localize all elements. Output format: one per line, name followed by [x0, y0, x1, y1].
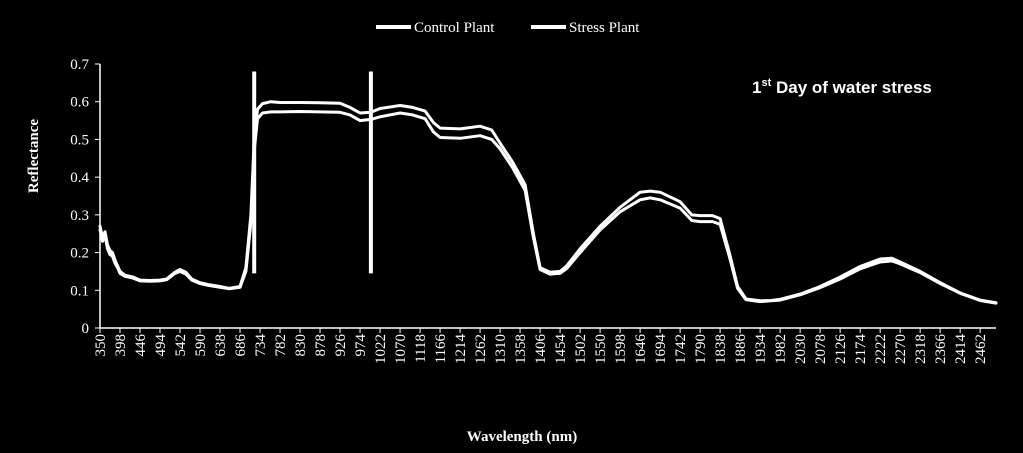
- x-tick-label: 2270: [893, 334, 909, 364]
- y-tick-label: 0.3: [70, 208, 89, 224]
- y-tick-label: 0.5: [70, 132, 89, 148]
- x-tick-label: 1838: [713, 334, 729, 364]
- y-tick-label: 0.6: [70, 95, 89, 111]
- x-tick-label: 542: [173, 334, 189, 357]
- x-tick-label: 830: [293, 334, 309, 357]
- x-tick-label: 2126: [833, 334, 849, 365]
- x-tick-label: 2174: [853, 334, 869, 365]
- x-tick-label: 1934: [753, 334, 769, 365]
- x-tick-label: 2318: [913, 334, 929, 364]
- legend-label-control: Control Plant: [414, 20, 495, 36]
- y-axis-title: Reflectance: [26, 119, 42, 193]
- axes: 0 0.1 0.2 0.3 0.4 0.5 0.6 0.7 350 398 446 494 542 590…: [70, 57, 996, 364]
- x-tick-label: 1262: [473, 334, 489, 364]
- x-tick-label: 1742: [673, 334, 689, 364]
- x-tick-label: 638: [213, 334, 229, 357]
- series-line-stress-plant: [98, 110, 998, 305]
- x-tick-label: 878: [313, 334, 329, 357]
- x-tick-label: 1022: [373, 334, 389, 364]
- y-tick-label: 0.7: [70, 57, 89, 73]
- x-tick-label: 1598: [613, 334, 629, 364]
- y-tick-label: 0.4: [70, 170, 89, 186]
- x-tick-label: 1694: [653, 334, 669, 365]
- x-tick-label: 926: [333, 334, 349, 357]
- y-tick-label: 0.2: [70, 246, 89, 262]
- x-tick-label: 494: [153, 334, 169, 357]
- x-tick-label: 2462: [973, 334, 989, 364]
- x-tick-label: 686: [233, 334, 249, 357]
- annotation-text: 1st Day of water stress: [752, 77, 932, 97]
- legend-label-stress: Stress Plant: [569, 20, 640, 36]
- x-tick-label: 2030: [793, 334, 809, 364]
- x-tick-label: 590: [193, 334, 209, 357]
- x-axis-title: Wavelength (nm): [467, 429, 577, 445]
- x-tick-label: 782: [273, 334, 289, 357]
- x-tick-label: 1118: [413, 334, 429, 363]
- x-tick-label: 446: [133, 334, 149, 357]
- x-tick-label: 350: [93, 334, 109, 357]
- x-tick-label: 2222: [873, 334, 889, 364]
- x-tick-label: 2078: [813, 334, 829, 364]
- x-tick-label: 1406: [533, 334, 549, 365]
- x-tick-label: 2414: [953, 334, 969, 365]
- x-tick-label: 974: [353, 334, 369, 357]
- x-tick-label: 734: [253, 334, 269, 357]
- x-tick-label: 1358: [513, 334, 529, 364]
- x-tick-label: 1454: [553, 334, 569, 365]
- x-tick-label: 1982: [773, 334, 789, 364]
- x-tick-label: 398: [113, 334, 129, 357]
- x-tick-label: 1310: [493, 334, 509, 364]
- x-tick-label: 1502: [573, 334, 589, 364]
- x-tick-label: 1646: [633, 334, 649, 365]
- x-tick-label: 2366: [933, 334, 949, 365]
- y-tick-label: 0.1: [70, 283, 89, 299]
- x-tick-label: 1550: [593, 334, 609, 364]
- x-tick-label: 1790: [693, 334, 709, 364]
- x-tick-label: 1214: [453, 334, 469, 365]
- x-tick-label: 1070: [393, 334, 409, 364]
- plot-area: [98, 71, 998, 305]
- x-tick-label: 1886: [733, 334, 749, 365]
- x-tick-label: 1166: [433, 334, 449, 364]
- y-tick-label: 0: [82, 321, 90, 337]
- legend: Control Plant Stress Plant: [376, 20, 640, 36]
